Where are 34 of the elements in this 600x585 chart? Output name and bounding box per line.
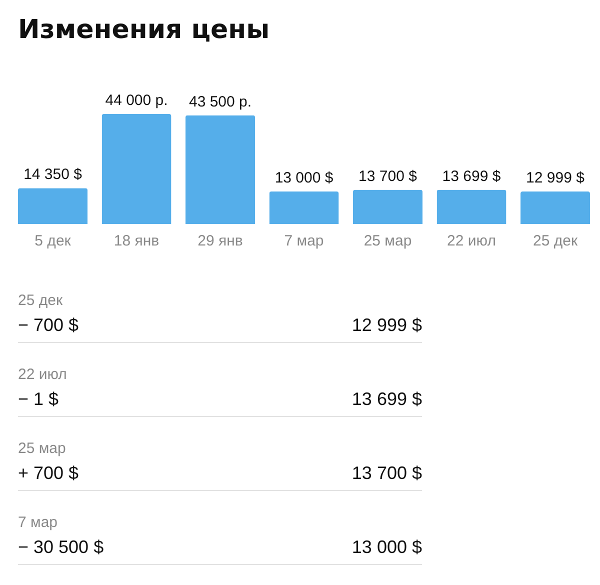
text: + 700 $ [18,463,79,484]
bar [436,190,506,224]
bar [520,192,590,224]
x-tick-label: 22 июл [447,232,496,250]
text: 7 мар [18,514,58,531]
bar [102,114,172,224]
text: − 1 $ [18,389,59,410]
data-label: 12 999 $ [526,170,586,187]
data-label: 44 000 р. [105,92,168,109]
text: − 30 500 $ [18,537,104,558]
data-label: 13 000 $ [274,170,334,186]
text: 13 699 $ [352,389,422,410]
bar [18,188,88,224]
text: 13 700 $ [352,463,422,484]
text: 25 мар [18,440,66,457]
text: 12 999 $ [352,315,422,336]
bar [185,115,256,224]
text: 25 дек [18,292,63,309]
text: 22 июл [18,366,67,383]
x-tick-label: 29 янв [198,232,243,250]
x-tick-label: 25 мар [364,232,412,250]
data-label: 13 700 $ [358,168,418,185]
text: 13 000 $ [352,537,422,558]
chart-title: Изменения цены [18,15,270,45]
x-tick-label: 7 мар [284,232,324,250]
data-label: 43 500 р. [188,93,252,110]
x-tick-label: 25 дек [532,232,578,250]
x-tick-label: 5 дек [34,232,72,250]
text: − 700 $ [18,315,79,336]
bar [352,190,423,224]
data-label: 14 350 $ [24,166,83,184]
data-label: 13 699 $ [442,168,502,185]
bar [269,192,339,224]
x-tick-label: 18 янв [114,232,160,250]
